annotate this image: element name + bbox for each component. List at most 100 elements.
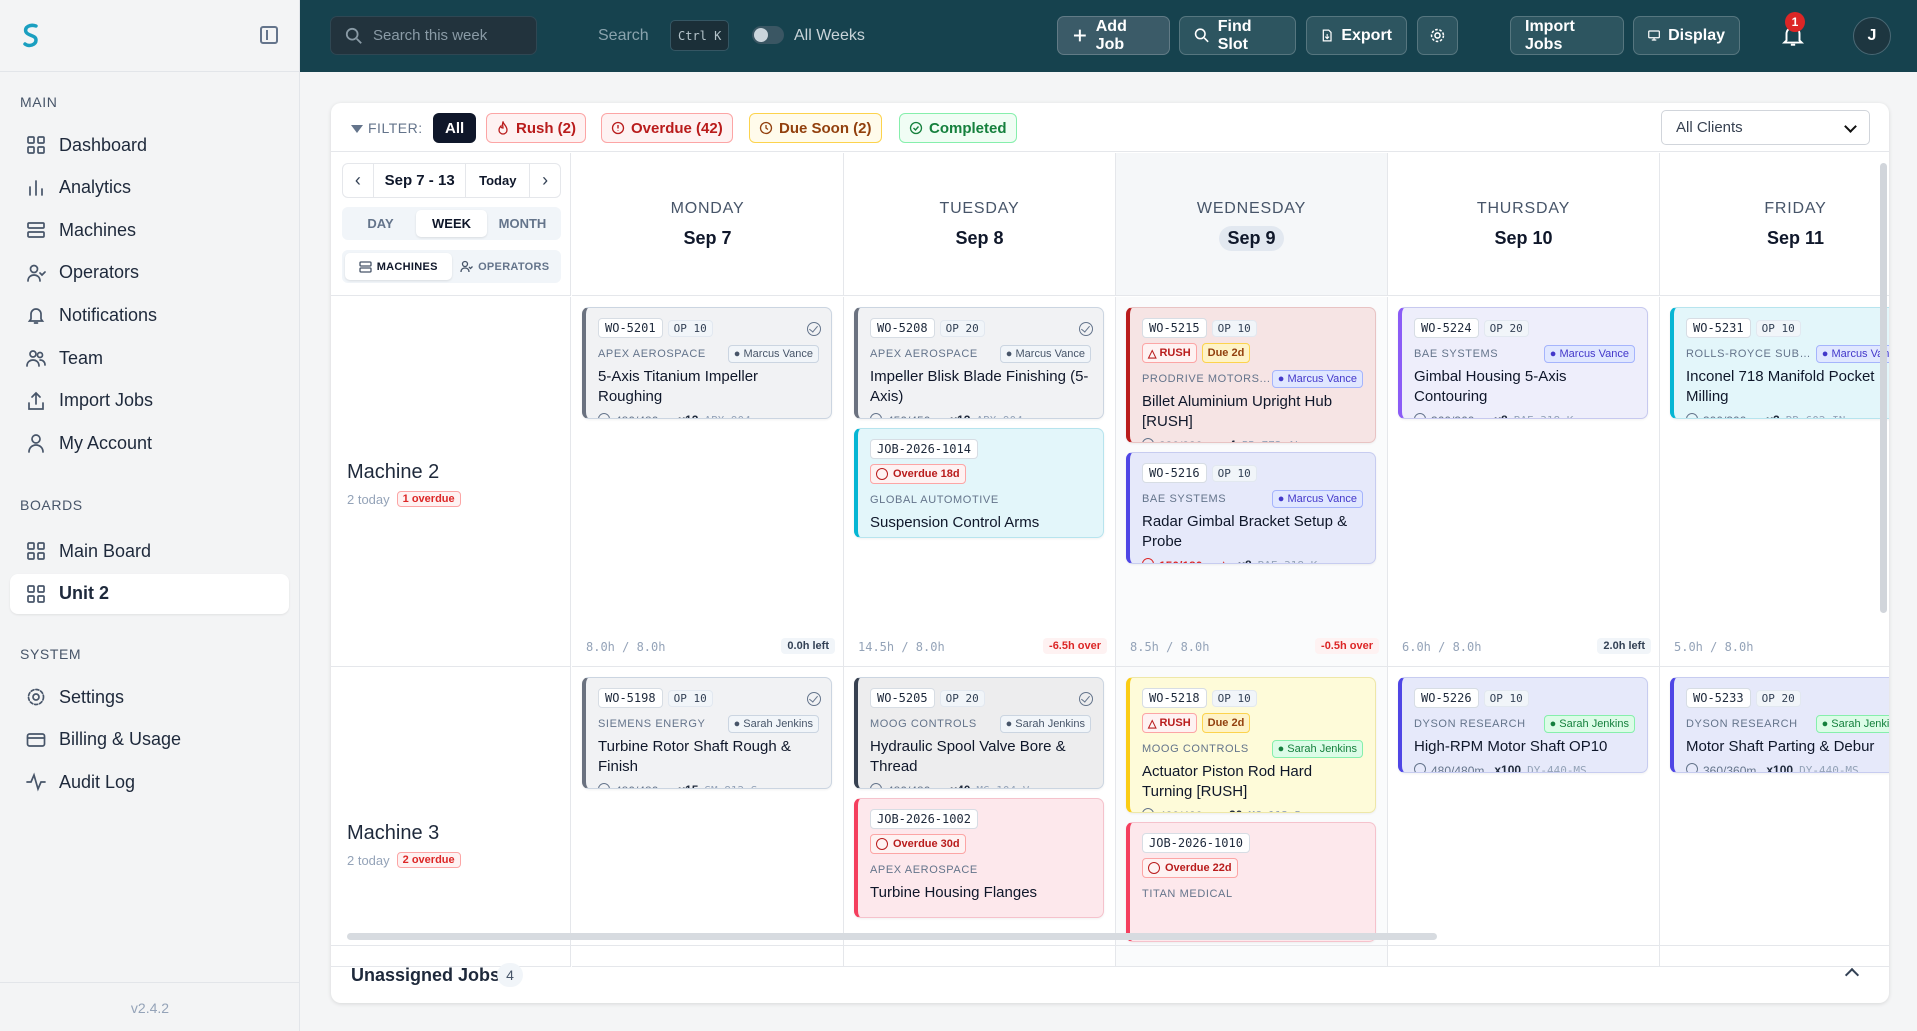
schedule-cell[interactable]: WO-5205 OP 20 MOOG CONTROLS ● Sarah Jenkins… [844, 667, 1116, 967]
job-quantity: x15 [678, 783, 698, 788]
search-button[interactable]: Search [598, 26, 649, 44]
search-input[interactable]: Search this week [330, 16, 537, 55]
schedule-cell[interactable]: WO-5215 OP 10 △ RUSH Due 2d PRODRIVE MOTORS..… [1116, 297, 1388, 667]
sidebar-item-analytics[interactable]: Analytics [10, 168, 289, 208]
sidebar-item-label: My Account [59, 432, 153, 453]
schedule-cell[interactable]: WO-5231 OP 10 ROLLS-ROYCE SUBS... ● Marcus … [1660, 297, 1889, 667]
filter-due-soon-chip[interactable]: Due Soon (2) [749, 113, 882, 143]
job-card[interactable]: WO-5231 OP 10 ROLLS-ROYCE SUBS... ● Marcus … [1670, 307, 1889, 419]
section-boards: BOARDS [20, 497, 83, 513]
sidebar-item-dashboard[interactable]: Dashboard [10, 125, 289, 165]
next-week-button[interactable]: › [542, 170, 549, 190]
import-jobs-button[interactable]: Import Jobs [1510, 16, 1624, 55]
operator-name: Marcus Vance [1287, 373, 1358, 385]
operator-badge[interactable]: ● Sarah Jenkins [999, 715, 1091, 733]
add-job-button[interactable]: Add Job [1057, 16, 1170, 55]
job-card[interactable]: WO-5198 OP 10 SIEMENS ENERGY ● Sarah Jenkin… [582, 677, 832, 789]
view-week-tab[interactable]: WEEK [416, 210, 487, 237]
sidebar-item-import-jobs[interactable]: Import Jobs [10, 381, 289, 421]
view-month-tab[interactable]: MONTH [498, 216, 547, 231]
job-time-label: 360/360m [1431, 414, 1484, 419]
previous-week-button[interactable]: ‹ [354, 170, 361, 190]
week-range-label[interactable]: Sep 7 - 13 [372, 164, 467, 197]
job-card[interactable]: WO-5201 OP 10 APEX AEROSPACE ● Marcus Vance… [582, 307, 832, 419]
job-card[interactable]: WO-5205 OP 20 MOOG CONTROLS ● Sarah Jenkins… [854, 677, 1104, 789]
export-button[interactable]: Export [1306, 16, 1407, 55]
operator-badge[interactable]: ● Marcus Vance [1543, 345, 1635, 363]
grid-icon [27, 542, 45, 560]
sidebar-item-audit-log[interactable]: Audit Log [10, 762, 289, 802]
filter-completed-chip[interactable]: Completed [899, 113, 1017, 143]
job-quantity: x8 [1494, 413, 1507, 418]
schedule-cell[interactable]: WO-5198 OP 10 SIEMENS ENERGY ● Sarah Jenkin… [572, 667, 844, 967]
operator-badge[interactable]: ● Sarah Jenkins [1543, 715, 1635, 733]
operator-badge[interactable]: ● Marcus Vance [727, 345, 819, 363]
avatar[interactable]: J [1853, 17, 1891, 55]
display-label: Display [1668, 26, 1725, 44]
machine-row-label-machine-3[interactable]: Machine 3 2 today 2 overdue [331, 667, 571, 967]
vertical-scrollbar[interactable] [1880, 163, 1887, 613]
resource-label: MACHINES [376, 260, 438, 273]
collapse-sidebar-icon[interactable] [260, 26, 278, 44]
sidebar-item-operators[interactable]: Operators [10, 253, 289, 293]
sidebar-item-billing-usage[interactable]: Billing & Usage [10, 720, 289, 760]
operator-badge[interactable]: ● Marcus Vance [1271, 490, 1363, 508]
resource-operators-tab[interactable]: OPERATORS [452, 253, 559, 280]
complete-check-icon[interactable] [807, 322, 821, 336]
sidebar-item-notifications[interactable]: Notifications [10, 295, 289, 335]
sidebar-item-team[interactable]: Team [10, 338, 289, 378]
schedule-cell[interactable]: WO-5218 OP 10 △ RUSH Due 2d MOOG CONTROLS ● Sa… [1116, 667, 1388, 967]
client-row: APEX AEROSPACE [870, 860, 1091, 880]
operator-badge[interactable]: ● Sarah Jenkins [1271, 740, 1363, 758]
sidebar-item-settings[interactable]: Settings [10, 677, 289, 717]
sidebar-item-my-account[interactable]: My Account [10, 423, 289, 463]
operator-badge[interactable]: ● Marcus Vance [1815, 345, 1889, 363]
complete-check-icon[interactable] [1079, 322, 1093, 336]
settings-button[interactable] [1417, 16, 1458, 55]
horizontal-scrollbar[interactable] [347, 933, 1437, 940]
job-card[interactable]: WO-5226 OP 10 DYSON RESEARCH ● Sarah Jenkin… [1398, 677, 1648, 773]
operator-badge[interactable]: ● Marcus Vance [999, 345, 1091, 363]
display-button[interactable]: Display [1633, 16, 1740, 55]
filter-rush-chip[interactable]: Rush (2) [486, 113, 586, 143]
operator-badge[interactable]: ● Sarah Jenkins [1815, 715, 1889, 733]
client-select[interactable]: All Clients [1661, 110, 1870, 145]
schedule-cell[interactable]: WO-5208 OP 20 APEX AEROSPACE ● Marcus Vance… [844, 297, 1116, 667]
operation-badge: OP 10 [1211, 319, 1257, 337]
job-card[interactable]: WO-5215 OP 10 △ RUSH Due 2d PRODRIVE MOTORS..… [1126, 307, 1376, 443]
complete-check-icon[interactable] [1079, 692, 1093, 706]
job-card[interactable]: JOB-2026-1002 Overdue 30d APEX AEROSPACE Tu… [854, 798, 1104, 918]
sidebar-item-unit-2[interactable]: Unit 2 [10, 573, 289, 614]
schedule-cell[interactable]: WO-5224 OP 20 BAE SYSTEMS ● Marcus Vance Gim… [1388, 297, 1660, 667]
all-weeks-toggle[interactable] [752, 26, 784, 44]
filter-overdue-chip[interactable]: Overdue (42) [601, 113, 733, 143]
client-name: BAE SYSTEMS [1414, 348, 1499, 360]
job-card[interactable]: JOB-2026-1014 Overdue 18d GLOBAL AUTOMOTIV… [854, 428, 1104, 538]
job-card[interactable]: WO-5208 OP 20 APEX AEROSPACE ● Marcus Vance… [854, 307, 1104, 419]
sidebar-item-label: Unit 2 [59, 583, 110, 604]
unassigned-jobs-drawer[interactable]: Unassigned Jobs 4 [331, 945, 1889, 1003]
machine-row-label-machine-2[interactable]: Machine 2 2 today 1 overdue [331, 297, 571, 667]
operator-badge[interactable]: ● Sarah Jenkins [727, 715, 819, 733]
resource-machines-tab[interactable]: MACHINES [345, 253, 452, 280]
find-slot-button[interactable]: Find Slot [1179, 16, 1296, 55]
today-button[interactable]: Today [466, 164, 531, 197]
job-card[interactable]: JOB-2026-1010 Overdue 22d TITAN MEDICAL [1126, 822, 1376, 942]
job-card[interactable]: WO-5218 OP 10 △ RUSH Due 2d MOOG CONTROLS ● Sa… [1126, 677, 1376, 813]
complete-check-icon[interactable] [807, 692, 821, 706]
sidebar-item-machines[interactable]: Machines [10, 210, 289, 250]
chevron-up-icon[interactable] [1844, 967, 1860, 983]
logo-icon[interactable] [20, 23, 42, 49]
job-card[interactable]: WO-5224 OP 20 BAE SYSTEMS ● Marcus Vance Gim… [1398, 307, 1648, 419]
job-card[interactable]: WO-5216 OP 10 BAE SYSTEMS ● Marcus Vance Rad… [1126, 452, 1376, 564]
view-switcher: DAY WEEK MONTH [342, 207, 561, 240]
filter-all-chip[interactable]: All [433, 113, 477, 143]
sidebar-item-main-board[interactable]: Main Board [10, 531, 289, 571]
schedule-cell[interactable]: WO-5226 OP 10 DYSON RESEARCH ● Sarah Jenkin… [1388, 667, 1660, 967]
schedule-cell[interactable]: WO-5201 OP 10 APEX AEROSPACE ● Marcus Vance… [572, 297, 844, 667]
job-id-row: WO-5198 OP 10 [598, 688, 819, 708]
view-day-tab[interactable]: DAY [367, 216, 394, 231]
operator-badge[interactable]: ● Marcus Vance [1271, 370, 1363, 388]
